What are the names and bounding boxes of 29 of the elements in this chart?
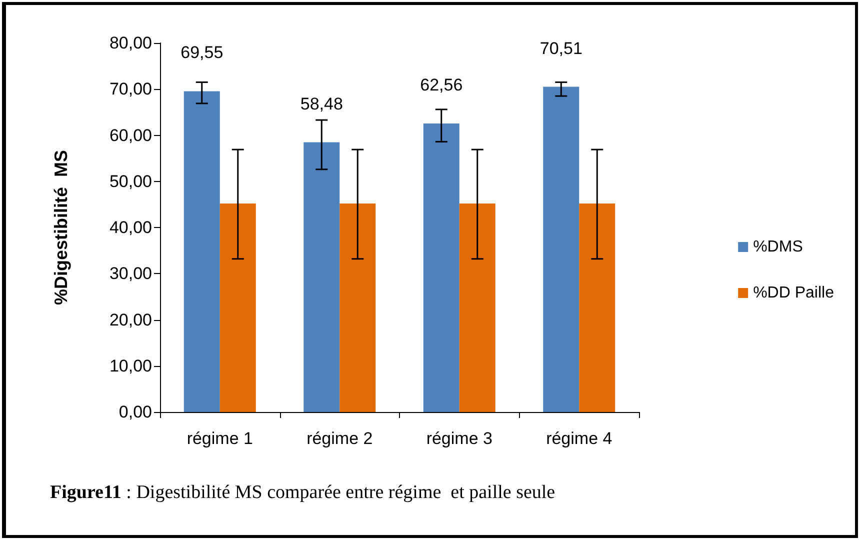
bar xyxy=(304,142,340,412)
y-tick-label: 40,00 xyxy=(109,218,152,237)
x-tick-label: régime 4 xyxy=(546,429,612,448)
bar xyxy=(423,123,460,412)
y-tick-label: 20,00 xyxy=(109,310,152,330)
y-tick-label: 10,00 xyxy=(109,356,152,376)
y-tick-label: 80,00 xyxy=(109,34,152,52)
data-label: 62,56 xyxy=(420,75,463,94)
bar xyxy=(459,204,496,412)
x-tick-label: régime 3 xyxy=(426,429,492,448)
y-tick-label: 60,00 xyxy=(109,126,152,145)
caption: Figure11 : Digestibilité MS comparée entre régime et paille seule xyxy=(50,482,556,503)
bar xyxy=(579,204,616,412)
data-label: 58,48 xyxy=(300,94,343,114)
data-label: 70,51 xyxy=(540,38,582,58)
bar xyxy=(184,91,220,412)
x-tick-label: régime 2 xyxy=(306,429,373,448)
bar xyxy=(543,86,580,412)
y-tick-label: 0,00 xyxy=(118,402,152,422)
y-axis-title: %Digestibilité MS xyxy=(51,150,71,306)
x-tick-label: régime 1 xyxy=(186,429,253,448)
bar xyxy=(340,204,376,412)
legend-label: %DMS xyxy=(753,238,803,256)
y-tick-label: 50,00 xyxy=(109,172,152,191)
data-label: 69,55 xyxy=(180,43,224,62)
y-tick-label: 30,00 xyxy=(109,264,152,284)
bar xyxy=(220,204,256,412)
y-tick-label: 70,00 xyxy=(109,80,152,99)
legend-label: %DD Paille xyxy=(753,284,834,302)
